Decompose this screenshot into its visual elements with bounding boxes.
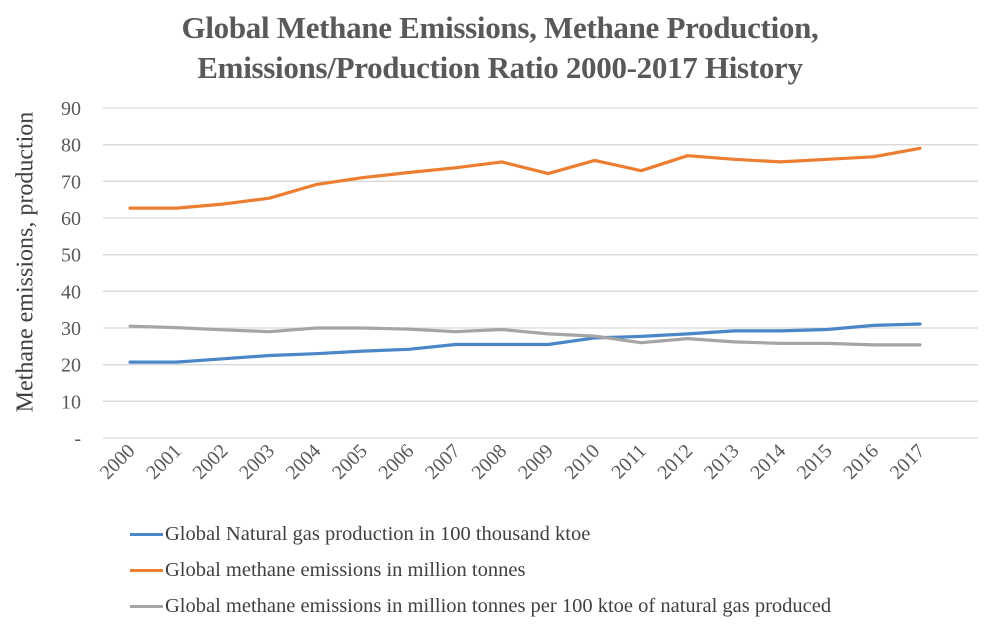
x-tick-label: 2012 xyxy=(653,440,697,484)
y-tick-label: 50 xyxy=(61,245,81,267)
chart-title-line-1: Global Methane Emissions, Methane Produc… xyxy=(181,10,819,45)
y-tick-label: 60 xyxy=(61,208,81,230)
x-tick-labels: 2000 2001 2002 2003 2004 2005 2006 2007 2008 2009… xyxy=(96,440,930,484)
legend-item-gas-production: Global Natural gas production in 100 tho… xyxy=(130,516,831,552)
y-tick-label: 90 xyxy=(61,98,81,120)
legend: Global Natural gas production in 100 tho… xyxy=(130,516,831,624)
x-tick-label: 2011 xyxy=(607,440,650,483)
legend-label: Global Natural gas production in 100 tho… xyxy=(165,522,591,545)
y-tick-label: 20 xyxy=(61,355,81,377)
x-tick-label: 2006 xyxy=(375,440,419,484)
x-tick-label: 2002 xyxy=(189,440,233,484)
legend-item-methane-emissions: Global methane emissions in million tonn… xyxy=(130,552,831,588)
legend-swatch-gray xyxy=(130,604,163,608)
series-line-1 xyxy=(128,146,922,210)
x-tick-label: 2000 xyxy=(96,440,140,484)
y-tick-label: - xyxy=(74,428,81,450)
x-tick-label: 2007 xyxy=(421,440,465,484)
legend-label: Global methane emissions in million tonn… xyxy=(165,594,832,617)
x-tick-label: 2004 xyxy=(282,440,326,484)
y-tick-label: 30 xyxy=(61,318,81,340)
x-tick-label: 2013 xyxy=(700,440,744,484)
y-tick-label: 80 xyxy=(61,135,81,157)
series-line-0 xyxy=(128,322,922,364)
x-tick-label: 2014 xyxy=(746,440,790,484)
chart-title: Global Methane Emissions, Methane Produc… xyxy=(0,8,1000,88)
series-line-2 xyxy=(128,324,922,347)
legend-swatch-blue xyxy=(130,532,163,536)
x-tick-label: 2015 xyxy=(793,440,837,484)
x-tick-label: 2010 xyxy=(560,440,604,484)
legend-swatch-orange xyxy=(130,568,163,572)
legend-item-emissions-ratio: Global methane emissions in million tonn… xyxy=(130,588,831,624)
chart-title-line-2: Emissions/Production Ratio 2000-2017 His… xyxy=(197,50,803,85)
x-tick-label: 2016 xyxy=(839,440,883,484)
series-lines xyxy=(128,146,922,364)
y-tick-label: 40 xyxy=(61,281,81,303)
y-tick-labels: - 10 20 30 40 50 60 70 80 90 xyxy=(61,98,81,450)
x-tick-label: 2017 xyxy=(886,440,930,484)
x-tick-label: 2005 xyxy=(328,440,372,484)
x-tick-label: 2009 xyxy=(514,440,558,484)
x-tick-label: 2003 xyxy=(235,440,279,484)
x-tick-label: 2001 xyxy=(142,440,186,484)
y-tick-label: 70 xyxy=(61,171,81,193)
legend-label: Global methane emissions in million tonn… xyxy=(165,558,526,581)
y-tick-label: 10 xyxy=(61,391,81,413)
x-tick-label: 2008 xyxy=(467,440,511,484)
